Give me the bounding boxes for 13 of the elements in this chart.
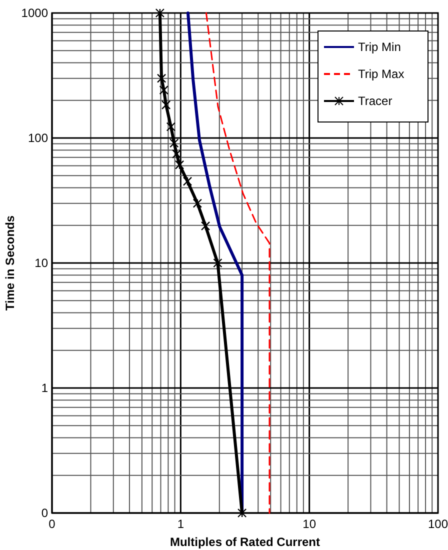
y-axis-title: Time in Seconds	[3, 215, 17, 311]
y-tick-label: 1000	[21, 6, 48, 20]
y-tick-label: 100	[28, 131, 48, 145]
y-tick-label: 10	[34, 256, 48, 270]
legend-label: Tracer	[358, 94, 392, 108]
x-tick-label: 1	[177, 517, 184, 531]
x-tick-label: 10	[302, 517, 316, 531]
y-tick-label: 1	[41, 381, 48, 395]
x-axis-title: Multiples of Rated Current	[170, 535, 320, 549]
legend-label: Trip Min	[358, 40, 401, 54]
legend-label: Trip Max	[358, 67, 404, 81]
y-tick-label: 0	[41, 506, 48, 520]
x-tick-label: 100	[428, 517, 448, 531]
